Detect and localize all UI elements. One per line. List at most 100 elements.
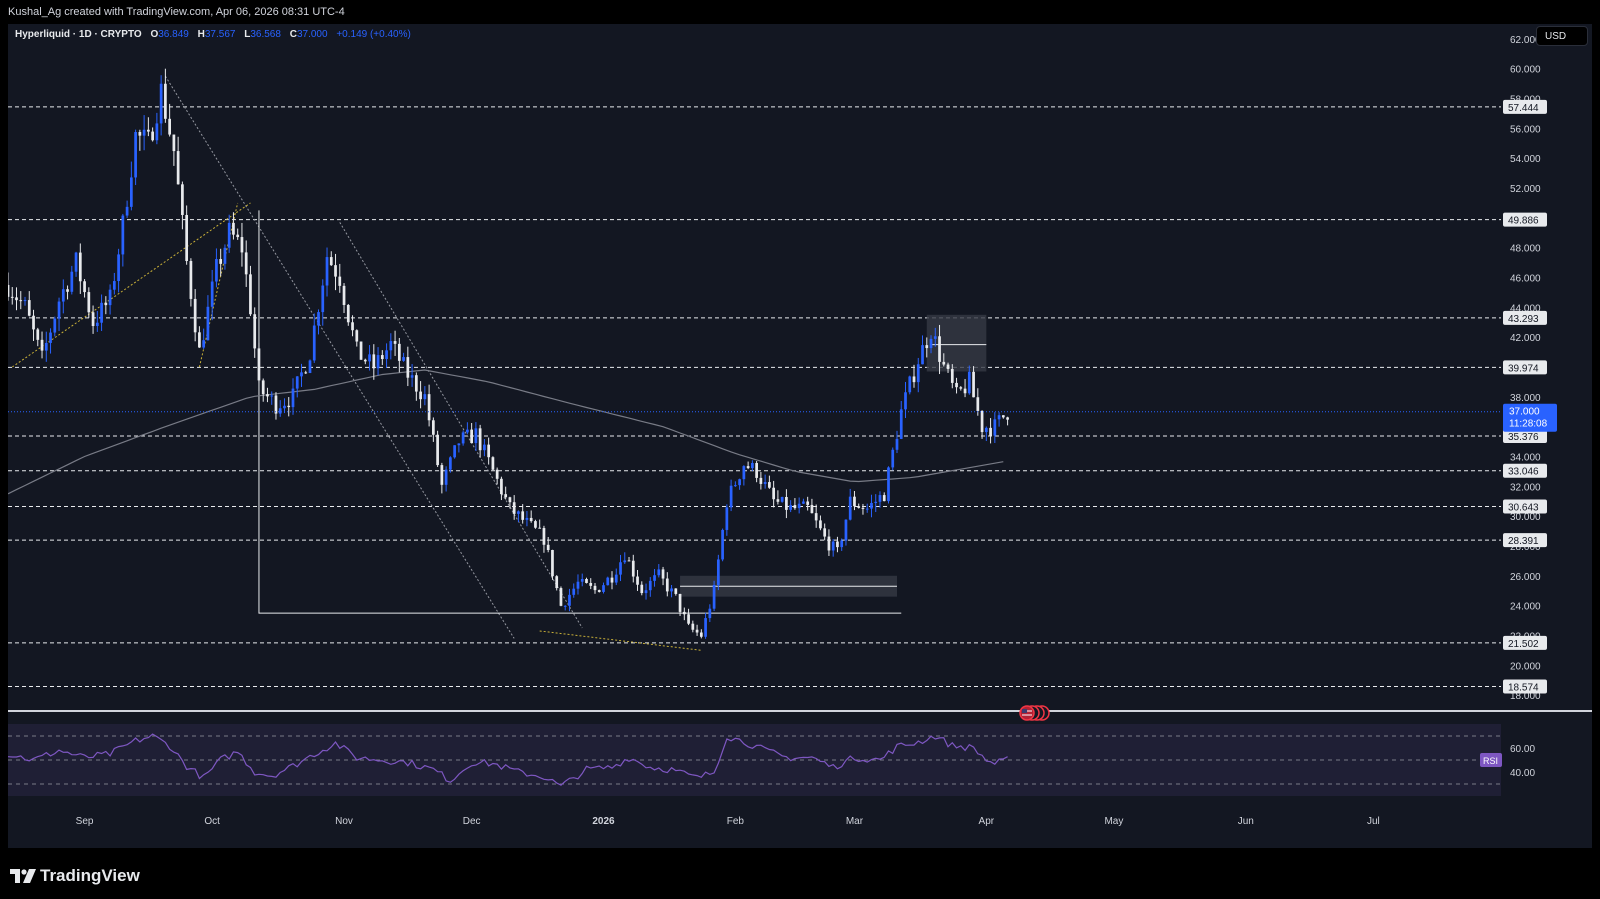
- candle-body: [508, 497, 512, 503]
- candle-body: [874, 501, 878, 503]
- legend-high-value: 37.567: [204, 29, 236, 40]
- candle-body: [738, 479, 741, 486]
- price-axis-tick-label: 32.000: [1510, 482, 1541, 493]
- candle-body: [431, 420, 435, 435]
- candle-body: [338, 276, 342, 286]
- candle-body: [810, 504, 814, 514]
- candle-body: [202, 340, 206, 348]
- candle-body: [938, 336, 941, 362]
- candle-body: [712, 584, 716, 609]
- candle-body: [525, 517, 529, 520]
- candle-body: [19, 300, 23, 302]
- candle-body: [644, 590, 648, 594]
- candle-body: [185, 214, 189, 262]
- candle-body: [802, 501, 805, 504]
- level-price-label: 35.376: [1508, 432, 1539, 443]
- attribution-text: Kushal_Ag created with TradingView.com, …: [8, 6, 345, 18]
- candle-body: [827, 536, 831, 551]
- candle-body: [1006, 417, 1009, 420]
- candle-body: [206, 306, 210, 341]
- candle-body: [283, 405, 286, 409]
- brand-name: TradingView: [40, 866, 140, 885]
- candle-body: [606, 577, 610, 586]
- tradingview-logo[interactable]: TradingView: [10, 866, 140, 886]
- candle-body: [980, 410, 984, 433]
- candle-body: [534, 521, 537, 528]
- candle-body: [461, 432, 465, 444]
- candle-body: [678, 593, 682, 612]
- current-price-badge: [1503, 403, 1557, 432]
- legend-low-label: L: [244, 29, 251, 40]
- candle-body: [559, 588, 563, 606]
- candle-body: [236, 234, 240, 238]
- rsi-line: [8, 733, 1008, 786]
- price-axis-tick-label: 46.000: [1510, 274, 1541, 285]
- price-axis-tick-label: 24.000: [1510, 602, 1541, 613]
- time-axis-label: Nov: [335, 816, 353, 827]
- candle-body: [40, 339, 44, 351]
- candle-body: [312, 325, 316, 361]
- level-price-badge: [1503, 310, 1547, 325]
- candle-body: [261, 380, 265, 395]
- candle-body: [780, 497, 784, 502]
- chart-legend: Hyperliquid · 1D · CRYPTO O36.849 H37.56…: [15, 29, 411, 40]
- candle-body: [355, 330, 359, 342]
- level-price-label: 18.574: [1508, 683, 1539, 694]
- legend-close-value: 37.000: [296, 29, 328, 40]
- candle-body: [916, 364, 920, 383]
- candle-body: [223, 247, 227, 264]
- price-axis-tick-label: 26.000: [1510, 572, 1541, 583]
- level-price-label: 30.643: [1508, 503, 1539, 514]
- price-axis-tick-label: 56.000: [1510, 124, 1541, 135]
- candle-body: [546, 544, 550, 550]
- candle-body: [602, 585, 605, 592]
- candle-body: [870, 502, 873, 509]
- candle-body: [74, 252, 78, 272]
- candle-body: [181, 184, 184, 215]
- current-price-label: 37.000: [1509, 407, 1540, 418]
- candle-body: [542, 528, 546, 545]
- candle-body: [640, 584, 644, 594]
- candle-body: [325, 257, 329, 286]
- legend-open-label: O: [150, 29, 159, 40]
- candle-body: [725, 507, 729, 530]
- candle-body: [308, 360, 312, 373]
- candle-body: [61, 289, 65, 302]
- candle-body: [78, 252, 82, 282]
- candle-body: [15, 297, 18, 301]
- candle-body: [470, 429, 473, 444]
- candle-body: [87, 292, 91, 313]
- candle-body: [346, 304, 350, 323]
- candle-body: [219, 259, 223, 264]
- candle-body: [993, 419, 997, 436]
- candle-body: [963, 388, 967, 394]
- price-axis-tick-label: 18.000: [1510, 691, 1541, 702]
- candle-body: [389, 341, 393, 351]
- candle-body: [631, 560, 635, 577]
- candle-body: [955, 382, 958, 388]
- price-axis-tick-label: 38.000: [1510, 393, 1541, 404]
- price-chart[interactable]: 18.00020.00022.00024.00026.00028.00030.0…: [8, 24, 1592, 848]
- rsi-label: RSI: [1483, 756, 1498, 766]
- candle-body: [895, 438, 899, 450]
- candle-body: [368, 354, 371, 362]
- economic-events-marker[interactable]: [1018, 705, 1052, 721]
- currency-button[interactable]: USD: [1536, 26, 1588, 46]
- candle-body: [589, 582, 593, 586]
- rsi-label-badge: [1480, 753, 1502, 767]
- moving-average-line: [8, 369, 1004, 495]
- candle-body: [287, 405, 291, 408]
- candle-body: [831, 541, 835, 551]
- candle-body: [151, 131, 154, 141]
- candle-body: [695, 629, 699, 633]
- candle-body: [976, 397, 980, 411]
- candle-body: [989, 427, 992, 436]
- candle-body: [636, 576, 639, 585]
- candle-body: [785, 497, 788, 510]
- candle-body: [793, 505, 797, 509]
- chart-frame[interactable]: 18.00020.00022.00024.00026.00028.00030.0…: [8, 24, 1592, 848]
- footer: [0, 848, 1600, 899]
- time-axis-label: Dec: [463, 816, 481, 827]
- level-price-badge: [1503, 428, 1547, 443]
- candle-body: [423, 394, 427, 400]
